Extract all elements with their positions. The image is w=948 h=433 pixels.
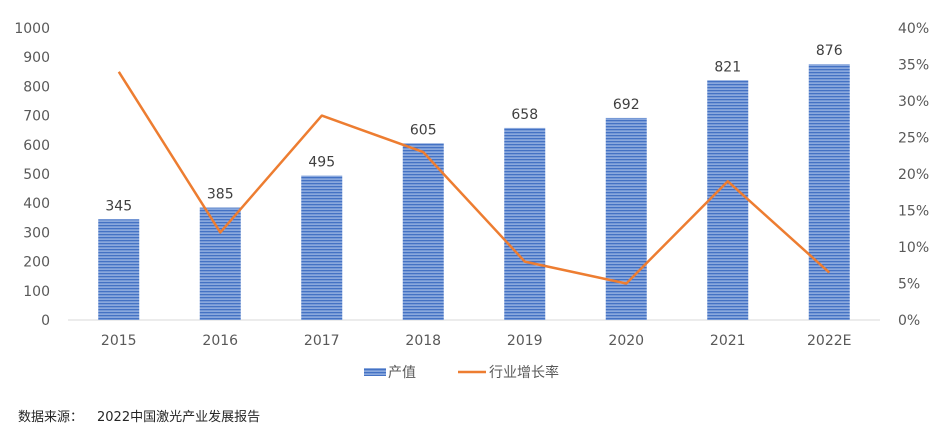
x-tick-label: 2020 [608,333,644,349]
bar-series [98,64,850,320]
source-text: 2022中国激光产业发展报告 [97,410,261,425]
growth-line-series [117,71,831,285]
bar [605,117,647,320]
x-tick-label: 2019 [507,333,543,349]
x-tick-label: 2015 [101,333,137,349]
right-tick-label: 0% [898,313,920,329]
left-tick-label: 500 [23,167,50,183]
source-note: 数据来源： 2022中国激光产业发展报告 [18,406,274,425]
left-tick-label: 700 [23,109,50,125]
bar-data-label: 605 [410,122,437,138]
right-y-axis: 0% 5% 10% 15% 20% 25% 30% 35% 40% [898,21,929,329]
legend-bar-label: 产值 [388,365,416,381]
x-tick-label: 2017 [304,333,340,349]
left-tick-label: 300 [23,225,50,241]
bar-data-label: 658 [511,107,538,123]
legend-line-label: 行业增长率 [489,364,559,381]
bar [199,207,241,320]
combo-chart: 0 100 200 300 400 500 600 700 800 900 1000 0% 5% 10%… [14,21,929,381]
left-tick-label: 100 [23,284,50,300]
x-tick-label: 2021 [710,333,746,349]
left-tick-label: 1000 [14,21,50,37]
right-tick-label: 15% [898,204,929,220]
x-tick-label: 2016 [202,333,238,349]
bar-data-label: 495 [308,154,335,170]
bar [301,175,343,320]
right-tick-label: 40% [898,21,929,37]
left-tick-label: 400 [23,196,50,212]
bar [707,80,749,320]
bar [808,64,850,320]
x-tick-label: 2018 [405,333,441,349]
right-tick-label: 30% [898,94,929,110]
x-tick-label: 2022E [807,333,851,349]
bar [504,127,546,320]
legend-bar-swatch [364,368,386,376]
bar [402,143,444,320]
bar-data-labels: 345 385 495 605 658 692 821 876 [105,43,842,214]
bar [98,219,140,320]
left-tick-label: 600 [23,138,50,154]
right-tick-label: 5% [898,277,920,293]
right-tick-label: 10% [898,240,929,256]
left-tick-label: 800 [23,79,50,95]
growth-line [117,71,831,285]
right-tick-label: 25% [898,131,929,147]
bar-data-label: 692 [613,97,640,113]
left-y-axis: 0 100 200 300 400 500 600 700 800 900 1000 [14,21,50,329]
x-axis-ticks: 2015 2016 2017 2018 2019 2020 2021 2022E [101,333,852,349]
right-tick-label: 20% [898,167,929,183]
source-label: 数据来源： [18,410,84,425]
bar-data-label: 345 [105,198,132,214]
bar-data-label: 821 [714,59,741,75]
bar-data-label: 385 [207,187,234,203]
right-tick-label: 35% [898,58,929,74]
left-tick-label: 900 [23,50,50,66]
left-tick-label: 0 [41,313,50,329]
left-tick-label: 200 [23,255,50,271]
legend: 产值 行业增长率 [364,364,559,381]
bar-data-label: 876 [816,43,843,59]
